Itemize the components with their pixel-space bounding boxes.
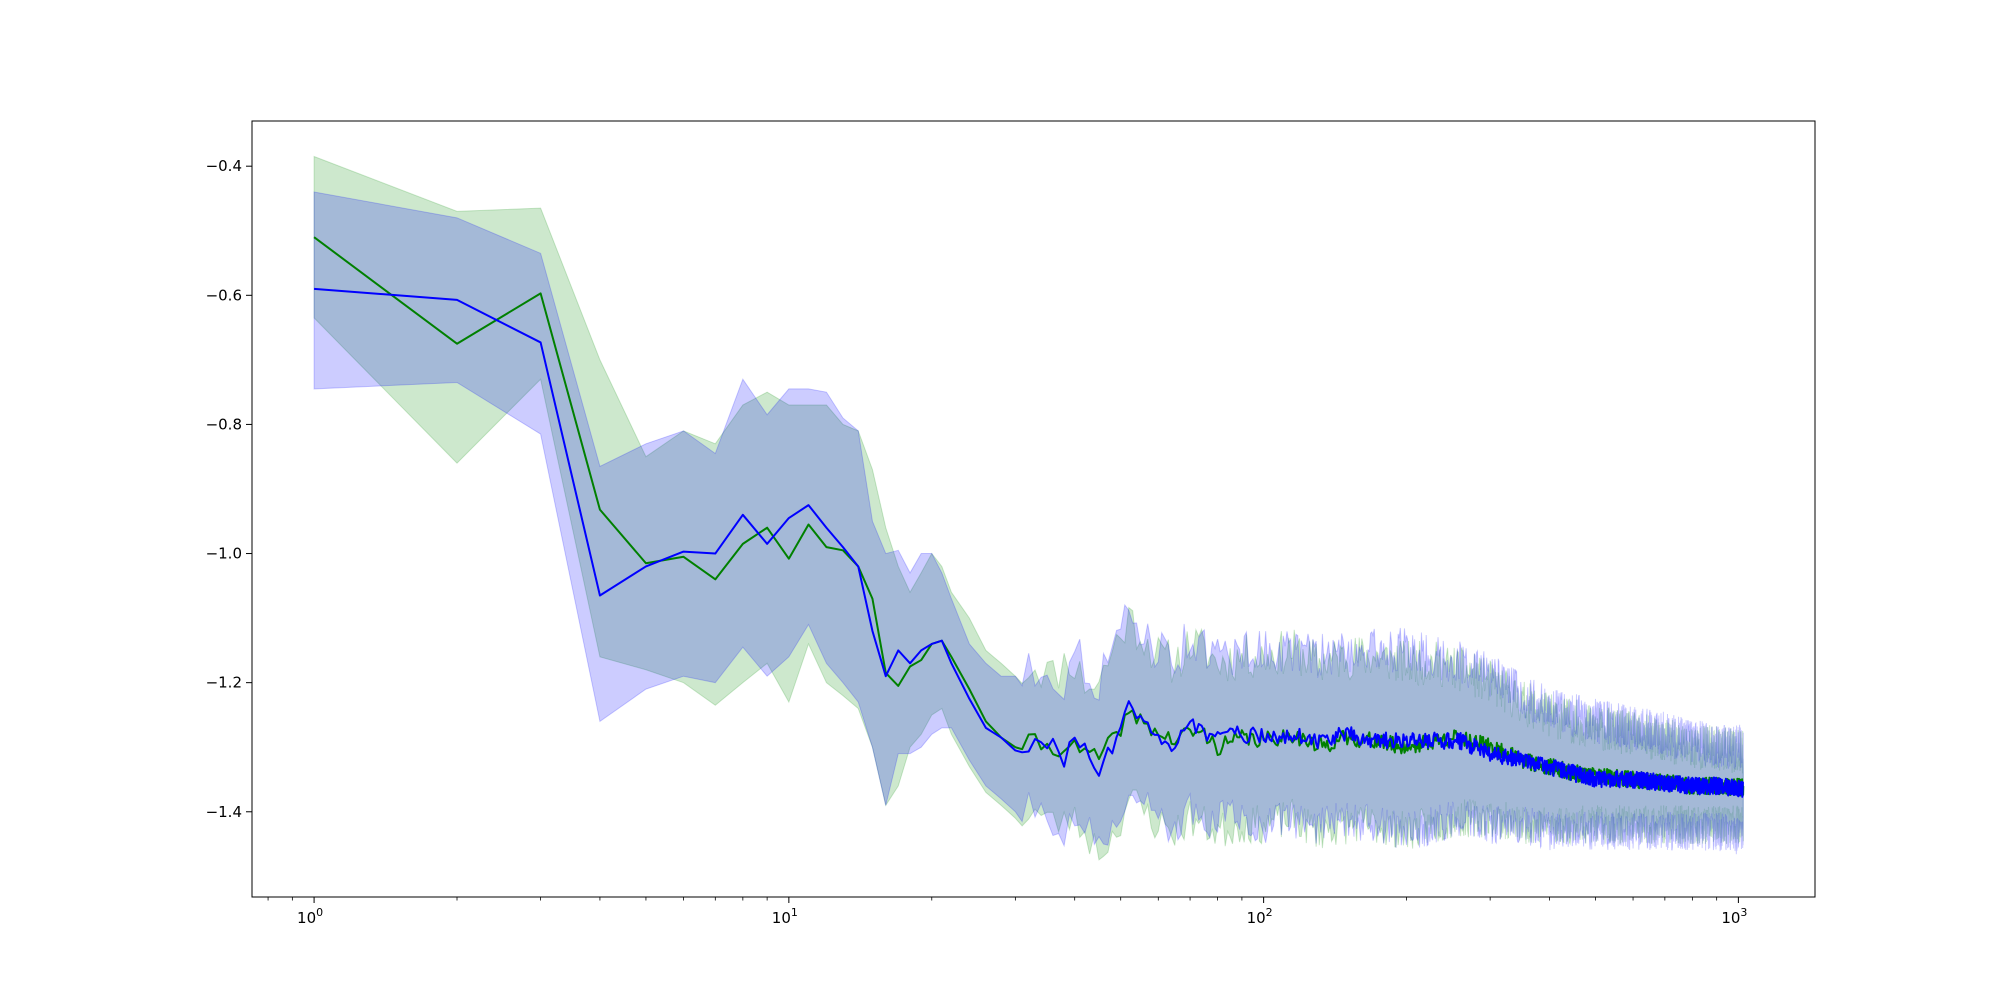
x-tick-label-exponent: 1: [791, 906, 798, 919]
plot-content: [313, 155, 1745, 861]
x-tick-label-exponent: 0: [316, 906, 323, 919]
x-tick-label-exponent: 2: [1266, 906, 1273, 919]
x-tick-label-base: 10: [1247, 909, 1266, 927]
y-tick-label: −0.4: [206, 157, 242, 175]
x-tick-label: 102: [1247, 906, 1273, 927]
x-tick-label-base: 10: [297, 909, 316, 927]
series-2-band: [313, 191, 1744, 855]
y-tick-label: −1.4: [206, 803, 242, 821]
plot-area: [313, 155, 1745, 861]
x-tick-label: 101: [772, 906, 798, 927]
series-2-line: [314, 287, 1745, 798]
x-tick-label-exponent: 3: [1740, 906, 1747, 919]
x-tick-label: 103: [1721, 906, 1747, 927]
y-tick-label: −0.8: [206, 415, 242, 433]
y-tick-label: −1.0: [206, 545, 242, 563]
axes-frame: [251, 120, 1816, 898]
series-1-band: [313, 155, 1744, 861]
x-tick-label-base: 10: [1721, 909, 1740, 927]
y-tick-label: −1.2: [206, 674, 242, 692]
x-tick-label: 100: [297, 906, 323, 927]
x-tick-label-base: 10: [772, 909, 791, 927]
y-tick-label: −0.6: [206, 286, 242, 304]
